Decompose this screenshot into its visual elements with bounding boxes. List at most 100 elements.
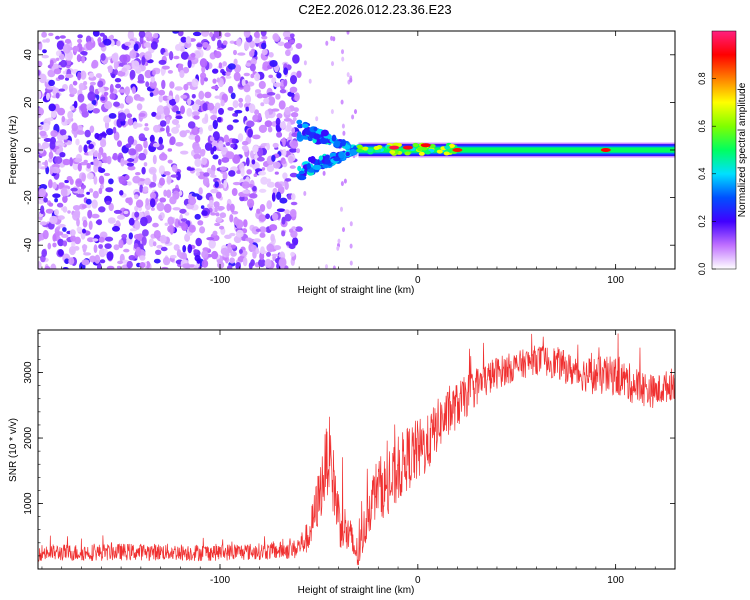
spectrogram-noise-blob — [48, 103, 56, 112]
spectrogram-noise-blob — [203, 172, 210, 177]
spectrogram-carrier-band — [358, 147, 675, 153]
spectrogram-noise-blob — [105, 187, 114, 193]
spectrogram-noise-blob — [106, 251, 114, 261]
spectrogram-noise-blob — [123, 248, 130, 253]
spectrogram-noise-blob — [222, 40, 228, 46]
spectrogram-noise-blob — [204, 91, 212, 99]
spectrogram-noise-blob — [91, 199, 98, 209]
spectrogram-transition-blob — [338, 151, 345, 159]
spectrogram-noise-blob — [191, 94, 196, 99]
spectrogram-noise-blob — [241, 140, 249, 146]
spectrogram-noise-blob — [244, 40, 250, 51]
spectrogram-noise-blob — [50, 130, 58, 138]
spectrogram-noise-blob — [288, 155, 294, 164]
spectrogram-noise-blob — [325, 40, 329, 46]
spectrogram-noise-blob — [179, 208, 187, 214]
spectrogram-noise-blob — [108, 202, 114, 212]
spectrogram-noise-blob — [271, 253, 279, 257]
spectrogram-noise-blob — [227, 264, 233, 269]
spectrogram-noise-blob — [76, 130, 85, 135]
spectrogram-noise-blob — [340, 181, 344, 187]
spectrogram-noise-blob — [253, 31, 260, 38]
spectrogram-noise-blob — [50, 263, 57, 269]
spectrogram-transition-blob — [305, 127, 311, 136]
spectrogram-noise-blob — [331, 61, 334, 67]
snr-x-ticks: -100 0 100 — [41, 330, 676, 586]
spectrogram-noise-blob — [156, 244, 163, 249]
spectrogram-noise-blob — [159, 127, 165, 132]
spectrogram-noise-blob — [113, 60, 119, 70]
spectrogram-noise-blob — [38, 90, 42, 99]
spectrogram-noise-blob — [141, 56, 146, 66]
spectrogram-noise-blob — [274, 171, 279, 175]
spectrogram-noise-blob — [106, 265, 115, 269]
spectrogram-noise-blob — [315, 116, 319, 122]
spectrogram-noise-blob — [209, 31, 214, 38]
spectrogram-noise-blob — [215, 191, 222, 199]
spectrogram-noise-blob — [289, 165, 296, 169]
spectrogram-noise-blob — [180, 94, 188, 99]
spectrogram-noise-blob — [233, 58, 238, 66]
spectrogram-noise-blob — [255, 228, 261, 232]
spectrogram-noise-blob — [271, 154, 276, 162]
spectrogram-noise-blob — [249, 63, 256, 72]
spectrogram-noise-blob — [83, 81, 88, 86]
spectrogram-noise-blob — [215, 212, 220, 217]
spectrogram-noise-blob — [89, 188, 94, 193]
spectrogram-transition-blob — [322, 164, 329, 169]
spectrogram-transition-blob — [329, 152, 338, 158]
spectrogram-noise-blob — [260, 176, 269, 185]
spectrogram-noise-blob — [98, 236, 105, 243]
spectrogram-noise-blob — [163, 203, 172, 213]
spectrogram-noise-blob — [259, 232, 266, 238]
spectrogram-noise-blob — [128, 148, 137, 156]
spectrogram-noise-blob — [87, 209, 93, 219]
spectrogram-noise-blob — [208, 239, 216, 249]
spectrogram-noise-blob — [38, 233, 42, 242]
spectrogram-noise-blob — [265, 110, 270, 120]
spectrogram-noise-blob — [254, 72, 261, 82]
spectrogram-noise-blob — [173, 244, 180, 251]
spectrogram-noise-blob — [258, 124, 267, 133]
spectrogram-noise-blob — [41, 54, 49, 59]
spectrogram-noise-blob — [247, 198, 255, 208]
spectrogram-noise-blob — [104, 243, 112, 250]
spectrogram-noise-blob — [252, 185, 257, 192]
spectrogram-noise-blob — [78, 82, 85, 91]
spectrogram-carrier-blob — [373, 146, 380, 150]
spectrogram-noise-blob — [150, 76, 155, 83]
spectrogram-noise-blob — [135, 143, 143, 152]
spectrogram-noise-blob — [58, 249, 64, 257]
spectrogram-noise-blob — [163, 189, 168, 197]
spectrogram-noise-blob — [188, 134, 197, 140]
spectrogram-noise-blob — [249, 193, 258, 199]
spectrogram-noise-blob — [128, 232, 133, 240]
spectrogram-noise-blob — [55, 57, 60, 61]
spectrogram-noise-blob — [211, 85, 220, 90]
spectrogram-noise-blob — [209, 199, 214, 207]
spectrogram-noise-blob — [289, 33, 295, 38]
spectrogram-noise-blob — [251, 159, 256, 165]
spectrogram-noise-blob — [272, 161, 281, 169]
spectrogram-noise-blob — [170, 174, 178, 178]
spectrogram-noise-blob — [149, 92, 154, 97]
spectrogram-noise-blob — [232, 113, 238, 117]
spectrogram-noise-blob — [49, 59, 54, 68]
spectrogram-noise-blob — [270, 233, 275, 242]
spectrogram-noise-blob — [52, 63, 59, 69]
spectrogram-noise-blob — [144, 51, 152, 61]
spectrogram-noise-blob — [115, 220, 121, 226]
snr-frame — [37, 329, 676, 570]
spectrogram-noise-blob — [123, 210, 129, 215]
spectrogram-noise-blob — [72, 80, 78, 86]
spectrogram-noise-blob — [176, 110, 181, 114]
spectrogram-noise-blob — [212, 145, 217, 152]
spectrogram-noise-blob — [75, 138, 80, 146]
spectrogram-noise-blob — [134, 211, 140, 218]
snr-y-ticks: 1000 2000 3000 — [23, 332, 675, 557]
spectrogram-noise-blob — [201, 210, 208, 216]
spectrogram-noise-blob — [46, 92, 50, 101]
spectrogram-noise-blob — [118, 239, 124, 249]
spectrogram-noise-blob — [137, 73, 145, 83]
spectrogram-noise-blob — [175, 171, 181, 181]
